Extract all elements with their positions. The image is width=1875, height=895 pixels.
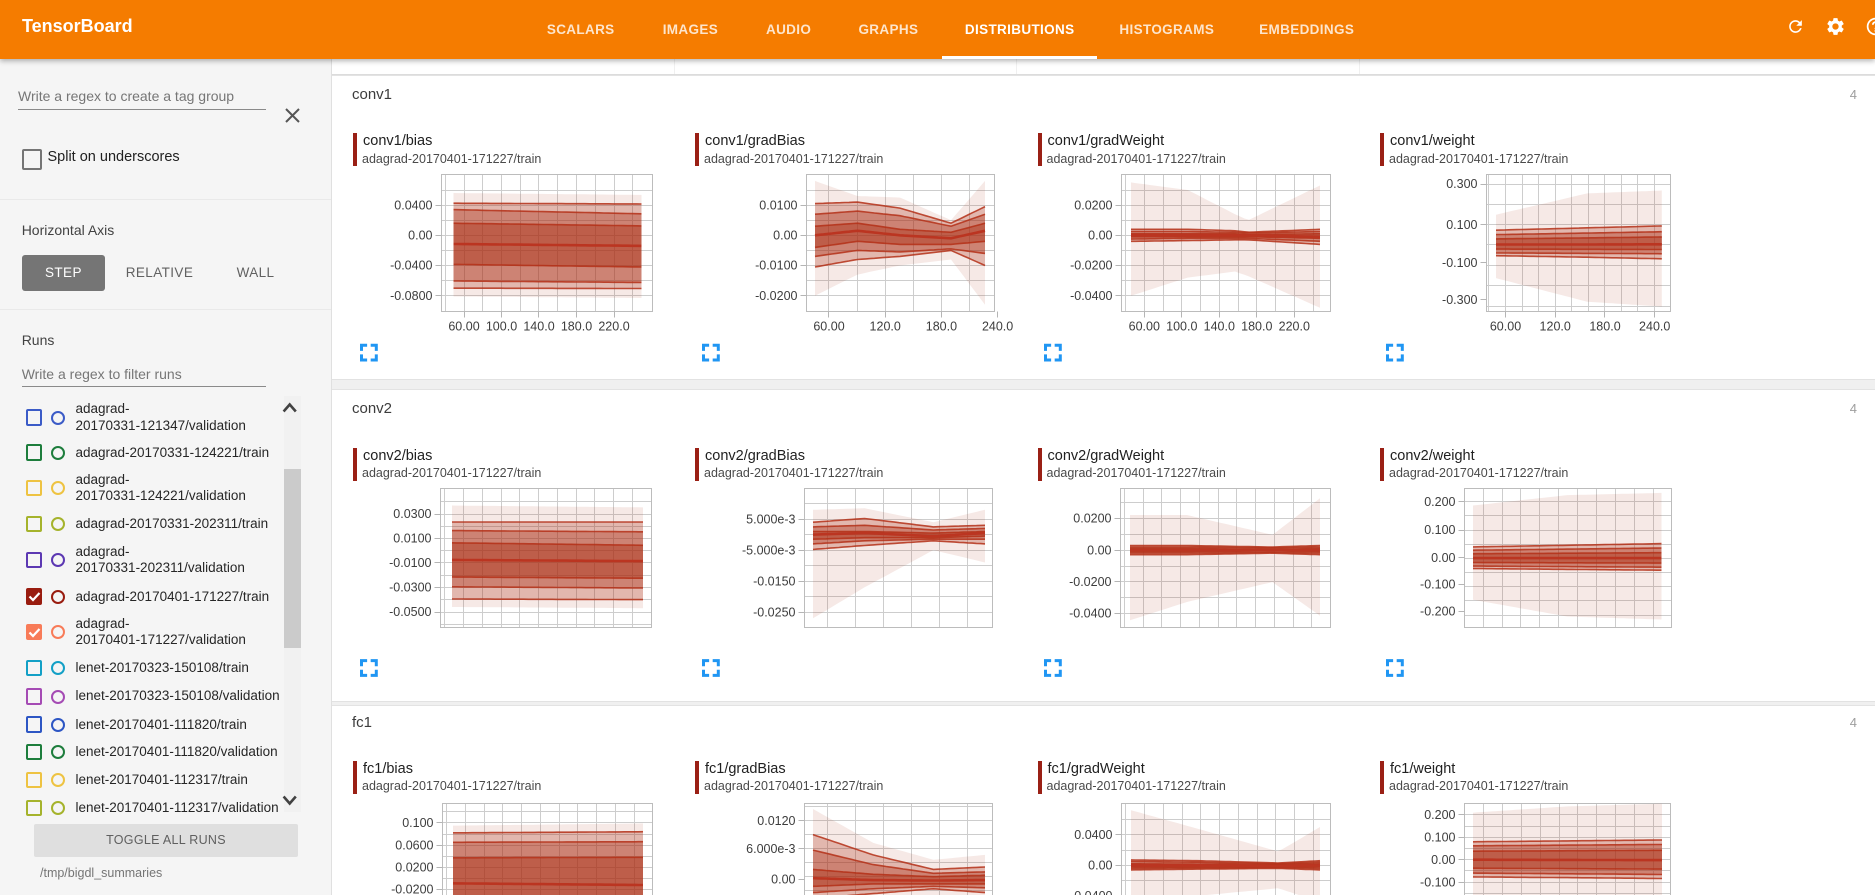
svg-text:0.00: 0.00: [408, 229, 432, 243]
svg-text:120.0: 120.0: [1540, 320, 1571, 334]
svg-text:-0.0100: -0.0100: [389, 556, 431, 570]
svg-text:-0.300: -0.300: [1442, 293, 1477, 307]
svg-text:0.0100: 0.0100: [393, 532, 431, 546]
svg-text:0.00: 0.00: [1088, 229, 1112, 243]
svg-text:-0.0150: -0.0150: [753, 574, 795, 588]
svg-text:0.0300: 0.0300: [393, 507, 431, 521]
svg-text:0.0200: 0.0200: [1073, 512, 1111, 526]
svg-text:-0.100: -0.100: [1420, 577, 1455, 591]
svg-text:-0.0200: -0.0200: [391, 883, 433, 895]
svg-text:0.100: 0.100: [402, 816, 433, 830]
svg-text:0.0200: 0.0200: [1074, 198, 1112, 212]
svg-text:100.0: 100.0: [1166, 320, 1197, 334]
svg-text:0.300: 0.300: [1446, 177, 1477, 191]
svg-text:240.0: 240.0: [982, 320, 1013, 334]
svg-text:220.0: 220.0: [598, 320, 629, 334]
svg-text:240.0: 240.0: [1639, 320, 1670, 334]
svg-text:0.0400: 0.0400: [394, 198, 432, 212]
svg-text:-0.0200: -0.0200: [755, 289, 797, 303]
svg-text:180.0: 180.0: [561, 320, 592, 334]
svg-text:-0.200: -0.200: [1420, 605, 1455, 619]
svg-text:0.00: 0.00: [1088, 859, 1112, 873]
svg-text:0.100: 0.100: [1424, 523, 1455, 537]
svg-text:120.0: 120.0: [870, 320, 901, 334]
svg-text:-0.100: -0.100: [1420, 875, 1455, 889]
svg-text:0.200: 0.200: [1424, 495, 1455, 509]
svg-text:220.0: 220.0: [1279, 320, 1310, 334]
svg-text:60.00: 60.00: [813, 320, 844, 334]
svg-text:6.000e-3: 6.000e-3: [746, 842, 795, 856]
svg-text:-0.0400: -0.0400: [1069, 607, 1111, 621]
svg-text:0.0600: 0.0600: [395, 838, 433, 852]
svg-text:140.0: 140.0: [523, 320, 554, 334]
svg-text:180.0: 180.0: [1589, 320, 1620, 334]
svg-text:5.000e-3: 5.000e-3: [746, 512, 795, 526]
svg-text:-0.100: -0.100: [1442, 256, 1477, 270]
svg-text:0.0120: 0.0120: [757, 814, 795, 828]
svg-text:-0.0300: -0.0300: [389, 581, 431, 595]
svg-text:-5.000e-3: -5.000e-3: [742, 543, 796, 557]
svg-text:-0.0800: -0.0800: [390, 289, 432, 303]
svg-text:60.00: 60.00: [1129, 320, 1160, 334]
svg-text:0.200: 0.200: [1424, 808, 1455, 822]
svg-text:0.100: 0.100: [1446, 218, 1477, 232]
svg-text:-0.0400: -0.0400: [1070, 289, 1112, 303]
svg-text:-0.0500: -0.0500: [389, 605, 431, 619]
svg-text:0.00: 0.00: [771, 872, 795, 886]
svg-text:-0.0400: -0.0400: [1070, 889, 1112, 895]
svg-text:100.0: 100.0: [486, 320, 517, 334]
svg-text:0.100: 0.100: [1424, 831, 1455, 845]
svg-text:-0.0400: -0.0400: [390, 259, 432, 273]
svg-text:180.0: 180.0: [1241, 320, 1272, 334]
svg-text:0.0400: 0.0400: [1074, 828, 1112, 842]
svg-text:0.00: 0.00: [1431, 853, 1455, 867]
svg-text:-0.0200: -0.0200: [1069, 575, 1111, 589]
svg-text:0.0200: 0.0200: [395, 861, 433, 875]
svg-text:0.00: 0.00: [1087, 543, 1111, 557]
svg-text:-0.0100: -0.0100: [755, 259, 797, 273]
svg-text:140.0: 140.0: [1204, 320, 1235, 334]
svg-text:0.0100: 0.0100: [759, 198, 797, 212]
svg-text:180.0: 180.0: [926, 320, 957, 334]
svg-text:-0.0250: -0.0250: [753, 605, 795, 619]
svg-text:-0.0200: -0.0200: [1070, 259, 1112, 273]
svg-text:60.00: 60.00: [448, 320, 479, 334]
svg-text:0.00: 0.00: [1431, 551, 1455, 565]
svg-text:0.00: 0.00: [773, 229, 797, 243]
svg-text:60.00: 60.00: [1490, 320, 1521, 334]
